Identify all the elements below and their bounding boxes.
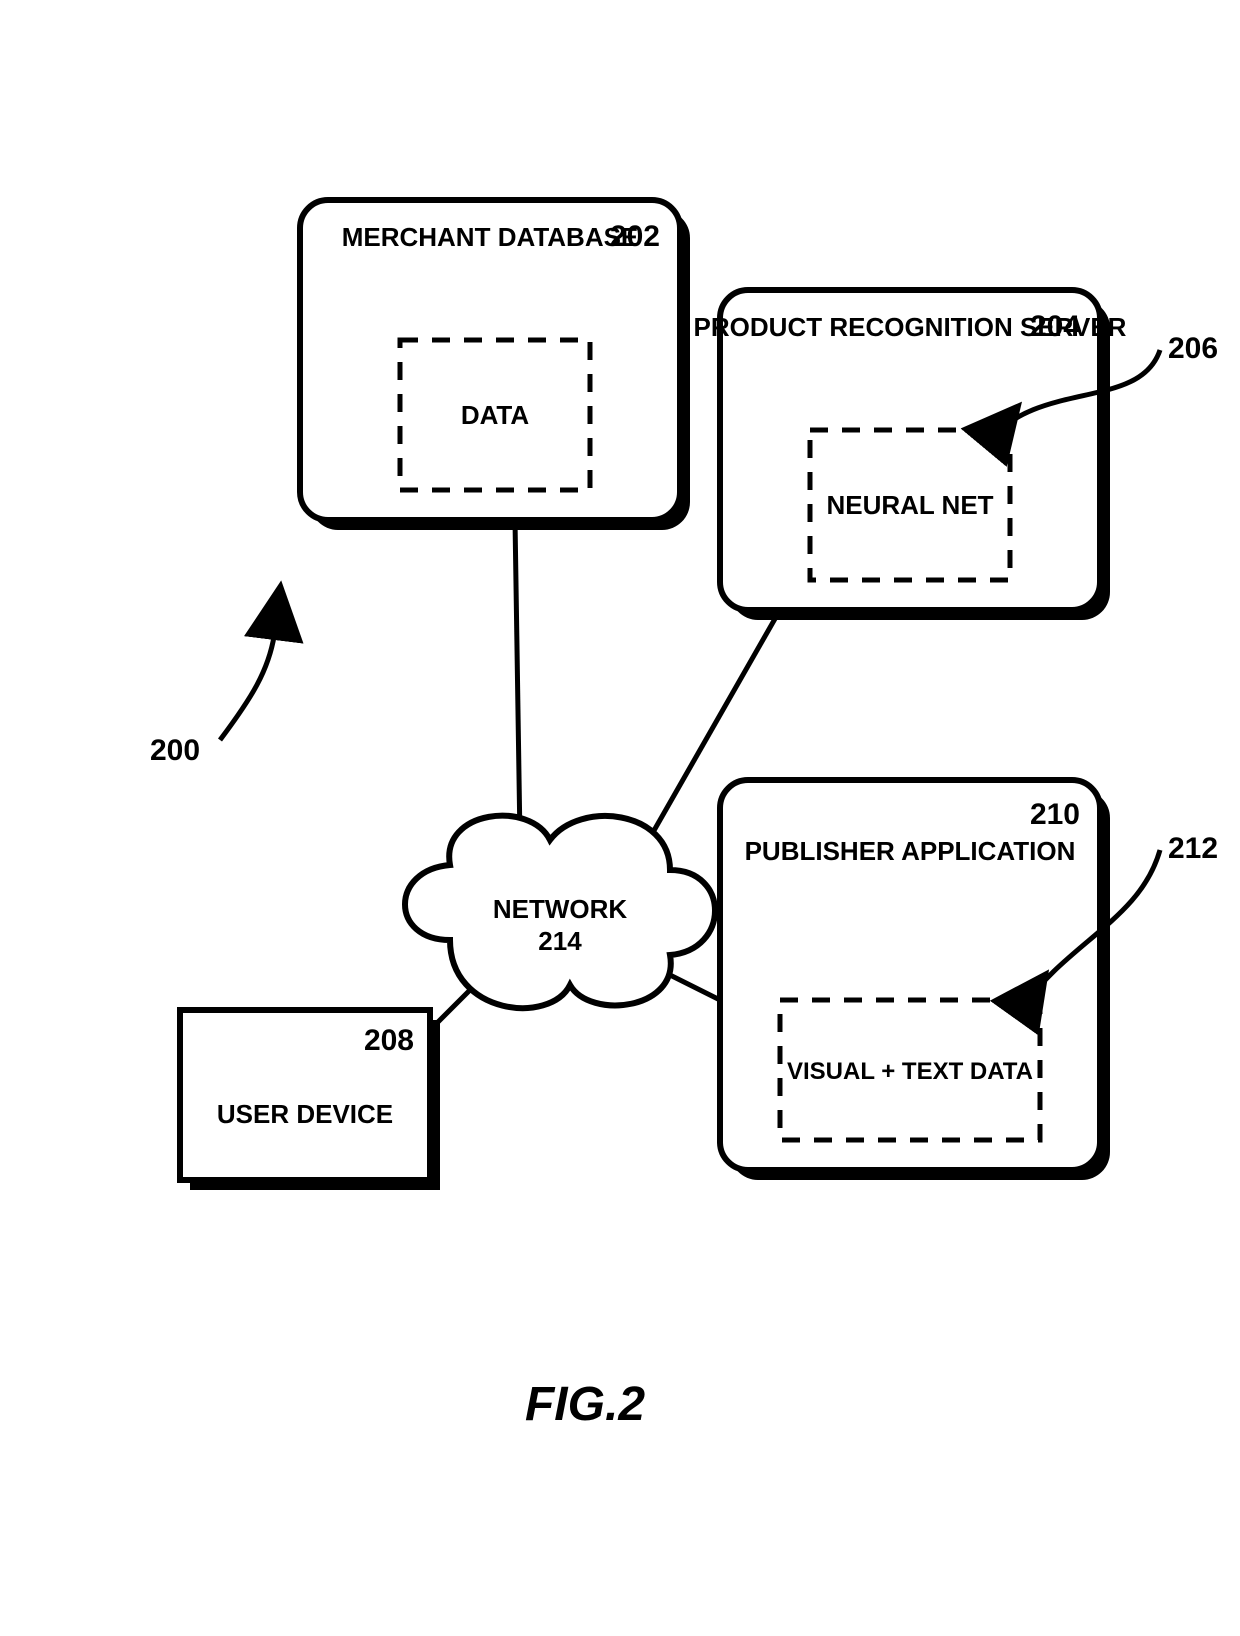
cloud-refnum: 214 bbox=[538, 926, 582, 956]
merchant-database-refnum: 202 bbox=[610, 220, 660, 253]
user-device-refnum: 208 bbox=[364, 1024, 414, 1057]
figure-caption: FIG.2 bbox=[525, 1378, 645, 1431]
merchant-database-title: MERCHANT DATABASE bbox=[342, 222, 639, 252]
recognition-server-refnum: 204 bbox=[1030, 310, 1080, 343]
user-device-node: USER DEVICE 208 bbox=[180, 1010, 440, 1190]
recognition-server-inner-label: NEURAL NET bbox=[826, 490, 993, 520]
cloud-label: NETWORK bbox=[493, 894, 628, 924]
recognition-server-node: PRODUCT RECOGNITION SERVER 204 NEURAL NE… bbox=[694, 290, 1219, 620]
publisher-app-node: PUBLISHER APPLICATION 210 VISUAL + TEXT … bbox=[720, 780, 1218, 1180]
overall-refnum: 200 bbox=[150, 734, 200, 767]
publisher-app-inner-label: VISUAL + TEXT DATA bbox=[787, 1058, 1033, 1085]
publisher-app-refnum: 210 bbox=[1030, 798, 1080, 831]
publisher-app-title: PUBLISHER APPLICATION bbox=[745, 836, 1076, 866]
neural-net-refnum: 206 bbox=[1168, 332, 1218, 365]
overall-refnum-group: 200 bbox=[150, 630, 275, 767]
visual-text-data-refnum: 212 bbox=[1168, 832, 1218, 865]
merchant-database-node: MERCHANT DATABASE 202 DATA bbox=[300, 200, 690, 530]
user-device-title: USER DEVICE bbox=[217, 1099, 393, 1129]
merchant-database-inner-label: DATA bbox=[461, 400, 530, 430]
network-cloud: NETWORK 214 bbox=[405, 816, 715, 1008]
